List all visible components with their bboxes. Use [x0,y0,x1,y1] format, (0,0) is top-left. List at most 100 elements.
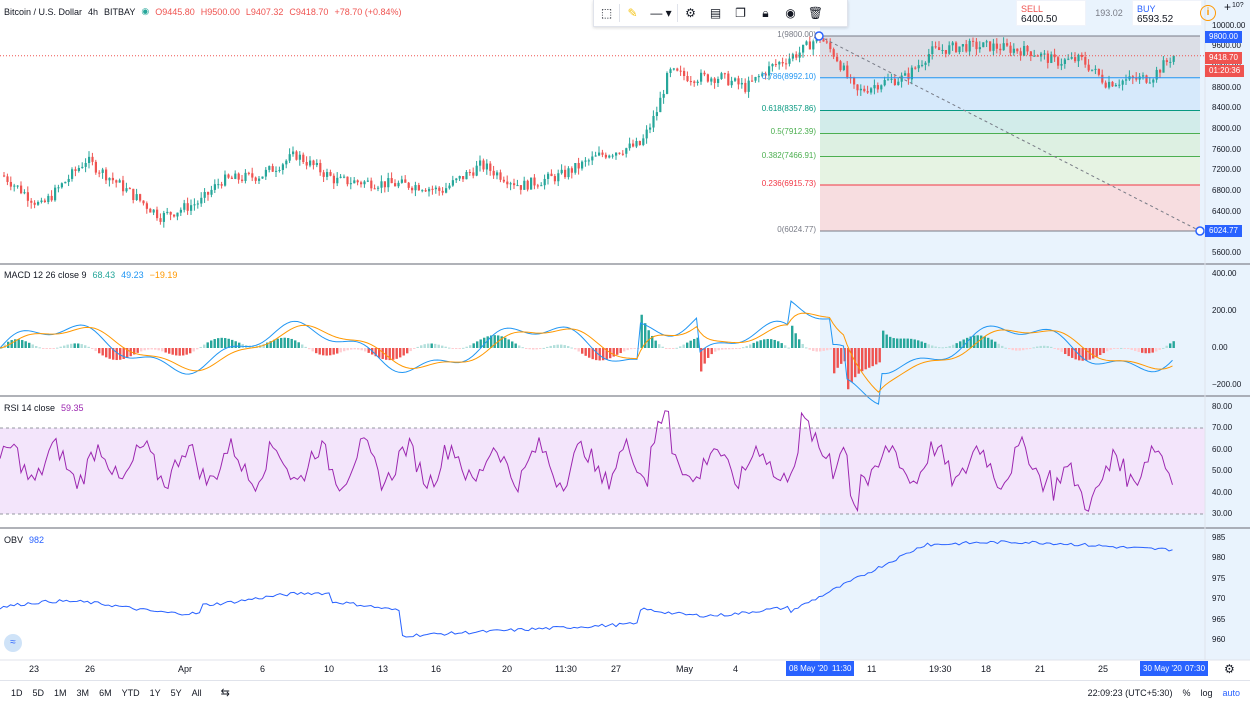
obv-legend[interactable]: OBV 982 [4,535,44,545]
candle-body [30,200,33,203]
candle-body [363,181,366,185]
candle-body [3,175,6,177]
candle-body [710,78,713,82]
template-icon[interactable]: ▤ [709,6,722,20]
rsi-legend[interactable]: RSI 14 close 59.35 [4,403,84,413]
timeframe-5d[interactable]: 5D [32,687,45,698]
fib-zone-1 [820,77,1200,111]
fib-label-3: 0.5(7912.39) [770,127,816,137]
fib-zone[interactable] [820,0,1250,660]
clock[interactable]: 22:09:23 (UTC+5:30) [1087,687,1173,698]
macd-histogram-bar [917,340,920,348]
date-range-icon[interactable]: ⇆ [220,687,230,699]
timeframe-ytd[interactable]: YTD [121,687,140,698]
candle-body [917,65,920,69]
candle-body [768,66,771,76]
time-tick: Apr [178,664,193,674]
macd-histogram-bar [952,344,955,348]
candle-body [445,188,448,193]
candle-body [802,44,805,53]
macd-legend[interactable]: MACD 12 26 close 9 68.43 49.23 −19.19 [4,270,177,280]
candle-body [543,178,546,186]
candle-body [577,163,580,169]
candle-body [948,45,951,54]
price-tick: 5600.00 [1212,247,1241,257]
rect-select-icon[interactable]: ⬚ [600,6,613,20]
macd-histogram-bar [829,348,832,350]
macd-histogram-bar [808,348,811,350]
candle-body [638,140,641,145]
timeframe-6m[interactable]: 6M [99,687,112,698]
symbol-exchange: BITBAY [104,6,136,17]
candle-body [618,152,621,154]
trash-icon[interactable]: 🗑︎ [807,6,824,20]
trend-line[interactable] [814,31,1205,236]
obv-line [0,540,1173,638]
macd-histogram-bar [45,348,48,349]
sell-button[interactable]: SELL 6400.50 [1016,0,1086,26]
zoom-in-icon[interactable]: + [1224,0,1232,14]
tradingview-logo-icon[interactable]: ≈ [4,634,22,652]
macd-histogram-bar [1071,348,1074,358]
time-tick: 10 [324,664,335,674]
candle-body [611,155,614,157]
candle-body [628,143,631,149]
lock-icon[interactable]: 🔒︎ [762,5,769,20]
macd-histogram-bar [819,348,822,352]
candle-body [258,178,261,181]
macd-histogram-bar [1109,348,1112,350]
macd-histogram-bar [280,337,283,348]
timeframe-5y[interactable]: 5Y [170,687,182,698]
macd-histogram-bar [182,348,185,356]
candle-body [312,160,315,166]
macd-histogram-bar [549,345,552,348]
timeframe-1m[interactable]: 1M [54,687,67,698]
candle-body [519,185,522,190]
macd-histogram-bar [476,341,479,348]
timeframe-3m[interactable]: 3M [76,687,90,698]
candle-body [897,81,900,86]
macd-histogram-bar [647,330,650,348]
macd-histogram-bar [1015,348,1018,351]
percent-toggle[interactable]: % [1182,687,1191,698]
timeframe-1d[interactable]: 1D [11,687,23,698]
macd-histogram-bar [539,348,542,349]
macd-histogram-bar [154,348,157,350]
chart-canvas[interactable] [0,0,1250,680]
brush-icon[interactable]: ✎ [627,6,638,20]
macd-histogram-bar [560,344,563,348]
log-toggle[interactable]: log [1200,687,1213,698]
candle-body [407,182,410,188]
info-icon[interactable]: i [1200,5,1216,21]
candle-body [156,209,159,219]
macd-histogram-bar [1113,348,1116,349]
gear-icon[interactable]: ⚙ [685,6,696,20]
line-style-icon[interactable]: — ▾ [650,6,672,20]
open-value: O9445.80 [155,6,195,17]
settings-gear-icon[interactable]: ⚙ [1224,662,1235,676]
macd-histogram-bar [1130,348,1133,350]
candle-body [411,187,414,191]
buy-button[interactable]: BUY 6593.52 [1132,0,1202,26]
macd-histogram-bar [847,348,850,390]
obv-tick: 970 [1212,594,1226,604]
macd-histogram-bar [679,346,682,348]
candle-body [672,68,675,70]
timeframe-1y[interactable]: 1Y [149,687,161,698]
clone-icon[interactable]: ❐ [735,6,746,20]
candle-body [125,188,128,192]
candle-body [853,77,856,85]
macd-histogram-bar [959,341,962,348]
candle-body [1029,51,1032,56]
auto-toggle[interactable]: auto [1222,687,1240,698]
macd-histogram-bar [1004,347,1007,349]
macd-histogram-bar [654,340,657,348]
candle-body [88,156,91,163]
macd-histogram-bar [752,342,755,348]
macd-histogram-bar [35,346,38,348]
candle-body [332,175,335,184]
candle-body [914,67,917,69]
timeframe-all[interactable]: All [191,687,202,698]
eye-icon[interactable]: ◉ [785,6,796,20]
macd-histogram-bar [70,343,73,348]
